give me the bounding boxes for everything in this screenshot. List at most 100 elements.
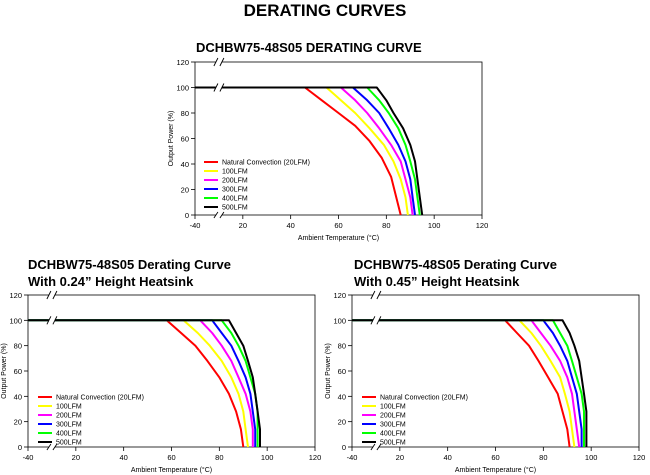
x-tick-label: 60 xyxy=(334,221,342,230)
legend-label: 500LFM xyxy=(380,440,406,447)
legend-label: 400LFM xyxy=(56,431,82,438)
axis-break-mark xyxy=(219,211,225,219)
series-line-1 xyxy=(28,319,249,448)
y-tick-label: 100 xyxy=(333,316,346,325)
y-tick-label: 20 xyxy=(181,186,189,195)
series-line-2 xyxy=(195,86,414,216)
axis-break-mark xyxy=(213,211,219,219)
y-tick-label: 120 xyxy=(333,291,346,300)
series-line-4 xyxy=(352,319,585,447)
x-axis-label: Ambient Temperature (°C) xyxy=(298,234,379,242)
legend-label: 300LFM xyxy=(222,187,248,194)
x-tick-label: 20 xyxy=(396,453,404,462)
axis-break-mark xyxy=(376,443,382,451)
legend-label: 200LFM xyxy=(380,413,406,420)
chart-1: 0 20 40 60 80 100 120 -40 20 40 60 80 100 120 Ambient … xyxy=(1,290,321,474)
x-tick-label: 20 xyxy=(239,221,247,230)
chart-title-line: With 0.24” Height Heatsink xyxy=(28,274,194,289)
x-tick-label: 40 xyxy=(119,453,127,462)
legend-label: 100LFM xyxy=(56,404,82,411)
y-tick-label: 40 xyxy=(338,392,346,401)
y-tick-label: 80 xyxy=(14,342,22,351)
x-tick-label: 100 xyxy=(261,453,274,462)
x-tick-label: 60 xyxy=(491,453,499,462)
series-line-5 xyxy=(28,319,261,447)
y-tick-label: 60 xyxy=(181,135,189,144)
chart-0: 0 20 40 60 80 100 120 -40 20 40 60 80 100 120 Ambient … xyxy=(168,57,488,242)
x-tick-label: -40 xyxy=(347,453,358,462)
x-tick-label: 100 xyxy=(428,221,441,230)
legend-label: 300LFM xyxy=(56,422,82,429)
x-tick-label: 100 xyxy=(585,453,598,462)
legend-label: 200LFM xyxy=(222,178,248,185)
axis-break-gap xyxy=(372,290,379,300)
axis-break-gap xyxy=(215,82,222,93)
axis-break-mark xyxy=(370,316,376,325)
chart-title-left: DCHBW75-48S05 Derating Curve With 0.24” H… xyxy=(28,256,231,290)
y-tick-label: 60 xyxy=(338,367,346,376)
x-tick-label: 80 xyxy=(215,453,223,462)
axis-break-mark xyxy=(213,57,219,67)
series-line-4 xyxy=(195,86,421,216)
series-line-3 xyxy=(195,86,416,216)
x-tick-label: 120 xyxy=(476,221,489,230)
y-tick-label: 20 xyxy=(338,418,346,427)
series-line-2 xyxy=(352,319,581,448)
y-tick-label: 100 xyxy=(176,84,189,93)
y-tick-label: 0 xyxy=(342,443,346,452)
axis-break-mark xyxy=(219,83,225,92)
x-tick-label: 40 xyxy=(443,453,451,462)
legend-label: Natural Convection (20LFM) xyxy=(222,160,310,167)
y-tick-label: 80 xyxy=(181,109,189,118)
legend-label: 200LFM xyxy=(56,413,82,420)
series-line-5 xyxy=(195,86,424,216)
page-title: DERATING CURVES xyxy=(243,1,407,20)
x-axis-label: Ambient Temperature (°C) xyxy=(131,466,212,474)
legend-label: 400LFM xyxy=(222,196,248,203)
series-line-3 xyxy=(28,319,257,447)
axis-break-mark xyxy=(219,57,225,67)
series-line-1 xyxy=(195,86,409,216)
axis-break-mark xyxy=(376,316,382,325)
axis-break-mark xyxy=(46,316,52,325)
y-axis-label: Output Power (%) xyxy=(168,111,175,167)
axis-break-gap xyxy=(372,445,379,449)
chart-2: 0 20 40 60 80 100 120 -40 20 40 60 80 100 120 Ambient … xyxy=(325,290,645,474)
chart-title-line: DCHBW75-48S05 Derating Curve xyxy=(354,257,558,272)
series-line-1 xyxy=(352,319,576,448)
x-tick-label: 120 xyxy=(309,453,322,462)
x-axis-label: Ambient Temperature (°C) xyxy=(455,466,536,474)
chart-title-right: DCHBW75-48S05 Derating Curve With 0.45” H… xyxy=(354,256,557,290)
x-tick-label: 40 xyxy=(286,221,294,230)
series-line-3 xyxy=(352,319,583,447)
legend-label: 300LFM xyxy=(380,422,406,429)
x-tick-label: 20 xyxy=(72,453,80,462)
axis-break-gap xyxy=(215,213,222,217)
axis-break-gap xyxy=(48,445,55,449)
axis-break-mark xyxy=(370,290,376,300)
chart-title-line: With 0.45” Height Heatsink xyxy=(354,274,520,289)
x-tick-label: -40 xyxy=(190,221,201,230)
y-tick-label: 120 xyxy=(176,58,189,67)
legend-label: 500LFM xyxy=(222,205,248,212)
axis-break-mark xyxy=(52,290,58,300)
axis-break-mark xyxy=(213,83,219,92)
axis-break-gap xyxy=(48,315,55,326)
axis-break-mark xyxy=(52,443,58,451)
y-tick-label: 80 xyxy=(338,342,346,351)
axis-break-mark xyxy=(46,290,52,300)
legend-label: 400LFM xyxy=(380,431,406,438)
series-line-4 xyxy=(28,319,259,447)
axis-break-gap xyxy=(48,290,55,300)
y-tick-label: 40 xyxy=(181,160,189,169)
axis-break-mark xyxy=(376,290,382,300)
legend-label: 500LFM xyxy=(56,440,82,447)
axis-break-gap xyxy=(215,57,222,67)
y-tick-label: 100 xyxy=(9,316,22,325)
y-tick-label: 40 xyxy=(14,392,22,401)
legend-label: 100LFM xyxy=(222,169,248,176)
y-axis-label: Output Power (%) xyxy=(325,343,332,399)
y-tick-label: 20 xyxy=(14,418,22,427)
y-tick-label: 60 xyxy=(14,367,22,376)
